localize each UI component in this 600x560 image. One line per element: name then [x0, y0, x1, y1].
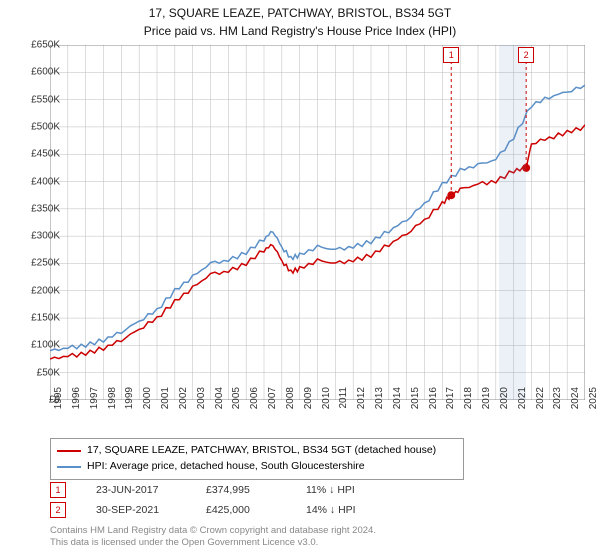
- ytick: £200K: [15, 285, 60, 296]
- ytick: £350K: [15, 203, 60, 214]
- point-delta-1: 14% ↓ HPI: [306, 504, 356, 516]
- shaded-band: [499, 45, 526, 400]
- point-price-0: £374,995: [206, 484, 276, 496]
- chart-container: 17, SQUARE LEAZE, PATCHWAY, BRISTOL, BS3…: [0, 0, 600, 560]
- xtick: 2005: [231, 387, 242, 417]
- xtick: 2015: [410, 387, 421, 417]
- point-marker-1: 1: [50, 482, 66, 498]
- xtick: 1995: [53, 387, 64, 417]
- xtick: 2006: [249, 387, 260, 417]
- points-row-0: 1 23-JUN-2017 £374,995 11% ↓ HPI: [50, 480, 356, 500]
- footer-line-2: This data is licensed under the Open Gov…: [50, 537, 376, 549]
- footer: Contains HM Land Registry data © Crown c…: [50, 525, 376, 550]
- xtick: 2025: [588, 387, 599, 417]
- legend-item-1: HPI: Average price, detached house, Sout…: [57, 459, 457, 475]
- point-date-0: 23-JUN-2017: [96, 484, 176, 496]
- points-table: 1 23-JUN-2017 £374,995 11% ↓ HPI 2 30-SE…: [50, 480, 356, 520]
- xtick: 2001: [160, 387, 171, 417]
- xtick: 2024: [570, 387, 581, 417]
- ytick: £550K: [15, 94, 60, 105]
- legend-label-0: 17, SQUARE LEAZE, PATCHWAY, BRISTOL, BS3…: [87, 443, 436, 459]
- xtick: 2018: [463, 387, 474, 417]
- ytick: £300K: [15, 231, 60, 242]
- legend-swatch-0: [57, 450, 81, 452]
- xtick: 1996: [71, 387, 82, 417]
- legend-label-1: HPI: Average price, detached house, Sout…: [87, 459, 365, 475]
- chart-marker-1: 1: [443, 47, 459, 63]
- point-price-1: £425,000: [206, 504, 276, 516]
- ytick: £500K: [15, 121, 60, 132]
- chart-marker-2: 2: [518, 47, 534, 63]
- xtick: 1999: [124, 387, 135, 417]
- points-row-1: 2 30-SEP-2021 £425,000 14% ↓ HPI: [50, 500, 356, 520]
- legend: 17, SQUARE LEAZE, PATCHWAY, BRISTOL, BS3…: [50, 438, 464, 480]
- xtick: 2019: [481, 387, 492, 417]
- xtick: 2023: [552, 387, 563, 417]
- footer-line-1: Contains HM Land Registry data © Crown c…: [50, 525, 376, 537]
- chart-plot-area: 12: [50, 45, 585, 400]
- xtick: 2012: [356, 387, 367, 417]
- xtick: 2008: [285, 387, 296, 417]
- point-marker-2: 2: [50, 502, 66, 518]
- legend-swatch-1: [57, 466, 81, 468]
- xtick: 2016: [428, 387, 439, 417]
- xtick: 2000: [142, 387, 153, 417]
- xtick: 2014: [392, 387, 403, 417]
- ytick: £600K: [15, 67, 60, 78]
- ytick: £150K: [15, 313, 60, 324]
- xtick: 2003: [196, 387, 207, 417]
- legend-item-0: 17, SQUARE LEAZE, PATCHWAY, BRISTOL, BS3…: [57, 443, 457, 459]
- ytick: £450K: [15, 149, 60, 160]
- ytick: £250K: [15, 258, 60, 269]
- xtick: 2021: [517, 387, 528, 417]
- xtick: 2017: [445, 387, 456, 417]
- xtick: 2004: [214, 387, 225, 417]
- ytick: £650K: [15, 40, 60, 51]
- xtick: 2010: [321, 387, 332, 417]
- xtick: 2013: [374, 387, 385, 417]
- xtick: 2007: [267, 387, 278, 417]
- ytick: £50K: [15, 367, 60, 378]
- xtick: 2011: [338, 387, 349, 417]
- xtick: 1998: [107, 387, 118, 417]
- chart-subtitle: Price paid vs. HM Land Registry's House …: [0, 22, 600, 38]
- point-delta-0: 11% ↓ HPI: [306, 484, 355, 496]
- xtick: 2022: [535, 387, 546, 417]
- ytick: £400K: [15, 176, 60, 187]
- xtick: 1997: [89, 387, 100, 417]
- ytick: £100K: [15, 340, 60, 351]
- xtick: 2020: [499, 387, 510, 417]
- point-date-1: 30-SEP-2021: [96, 504, 176, 516]
- xtick: 2009: [303, 387, 314, 417]
- xtick: 2002: [178, 387, 189, 417]
- chart-title: 17, SQUARE LEAZE, PATCHWAY, BRISTOL, BS3…: [0, 0, 600, 22]
